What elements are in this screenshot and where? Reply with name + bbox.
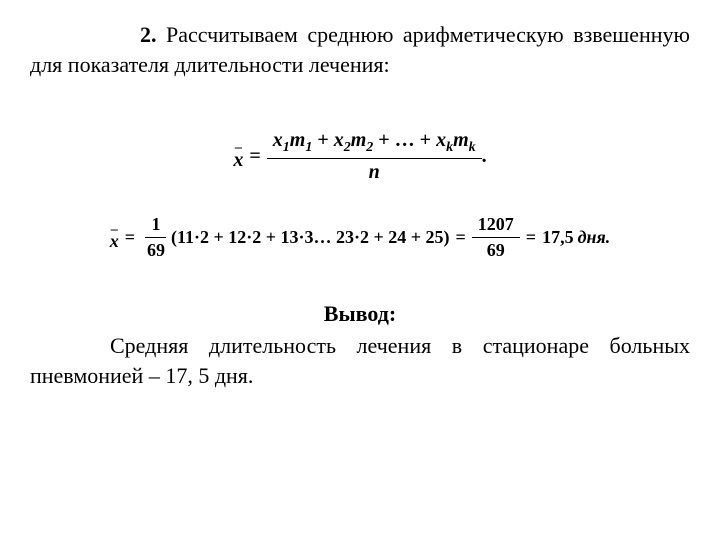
formula-general: – x = x1m1 + x2m2 + … + xkmk n . [30,129,690,184]
intro-text: Рассчитываем среднюю арифметическую взве… [30,22,690,77]
x-bar-symbol: – x [233,144,243,169]
main-fraction: x1m1 + x2m2 + … + xkmk n [267,129,482,184]
fraction-1-69: 1 69 [141,214,171,261]
step-number: 2. [140,22,157,47]
numerator: x1m1 + x2m2 + … + xkmk [267,129,482,159]
result-unit: дня. [578,227,611,248]
paragraph-intro: 2. Рассчитываем среднюю арифметическую в… [30,20,690,79]
equals-sign: = [249,145,260,168]
parenthetical-sum: (11·2 + 12·2 + 13·3… 23·2 + 24 + 25) [171,227,450,248]
period: . [482,145,487,168]
conclusion-body: Средняя длительность лечения в стационар… [30,331,690,390]
fraction-1207-69: 1207 69 [472,214,520,261]
conclusion-label: Вывод: [30,301,690,327]
result-value: 17,5 [542,227,574,248]
x-bar-symbol-2: – x [110,226,119,249]
formula-calculation: – x = 1 69 (11·2 + 12·2 + 13·3… 23·2 + 2… [30,214,690,261]
denominator: n [363,159,386,184]
